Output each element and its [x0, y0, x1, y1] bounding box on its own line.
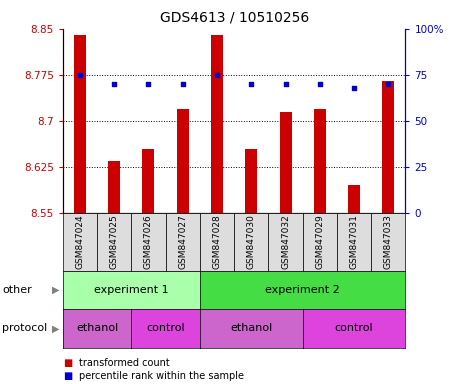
- Text: control: control: [335, 323, 373, 333]
- Bar: [108, 161, 120, 213]
- Point: [316, 81, 324, 87]
- Bar: [314, 109, 326, 213]
- Text: GSM847032: GSM847032: [281, 215, 290, 269]
- Bar: [177, 109, 189, 213]
- Text: GSM847024: GSM847024: [75, 215, 85, 269]
- Text: experiment 2: experiment 2: [266, 285, 340, 295]
- Point: [179, 81, 186, 87]
- Bar: [74, 35, 86, 213]
- Bar: [142, 149, 154, 213]
- Text: percentile rank within the sample: percentile rank within the sample: [79, 371, 244, 381]
- Point: [282, 81, 289, 87]
- Point: [385, 81, 392, 87]
- Text: other: other: [2, 285, 32, 295]
- Text: GSM847029: GSM847029: [315, 215, 324, 269]
- Bar: [382, 81, 394, 213]
- Text: ethanol: ethanol: [230, 323, 272, 333]
- Text: ■: ■: [63, 358, 72, 368]
- Text: protocol: protocol: [2, 323, 47, 333]
- Point: [247, 81, 255, 87]
- Text: ▶: ▶: [52, 323, 60, 333]
- Bar: [348, 185, 360, 213]
- Text: ethanol: ethanol: [76, 323, 118, 333]
- Text: GSM847027: GSM847027: [178, 215, 187, 269]
- Text: ■: ■: [63, 371, 72, 381]
- Text: experiment 1: experiment 1: [94, 285, 169, 295]
- Text: control: control: [146, 323, 185, 333]
- Point: [145, 81, 152, 87]
- Point: [350, 85, 358, 91]
- Point: [111, 81, 118, 87]
- Point: [76, 72, 84, 78]
- Text: ▶: ▶: [52, 285, 60, 295]
- Title: GDS4613 / 10510256: GDS4613 / 10510256: [159, 11, 309, 25]
- Bar: [279, 112, 292, 213]
- Text: GSM847026: GSM847026: [144, 215, 153, 269]
- Bar: [211, 35, 223, 213]
- Point: [213, 72, 221, 78]
- Bar: [245, 149, 257, 213]
- Text: GSM847033: GSM847033: [384, 215, 393, 269]
- Text: GSM847028: GSM847028: [213, 215, 221, 269]
- Text: GSM847030: GSM847030: [247, 215, 256, 269]
- Text: GSM847025: GSM847025: [110, 215, 119, 269]
- Text: transformed count: transformed count: [79, 358, 170, 368]
- Text: GSM847031: GSM847031: [350, 215, 359, 269]
